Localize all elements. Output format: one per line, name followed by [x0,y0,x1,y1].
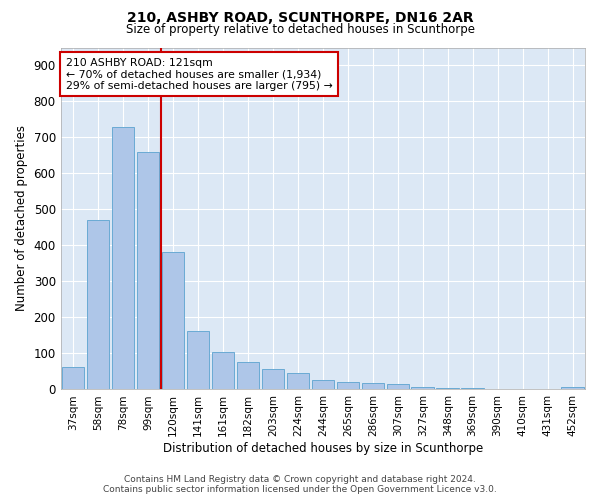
Bar [162,252,184,390]
Bar [386,384,409,390]
Bar [287,374,309,390]
Bar [236,362,259,390]
X-axis label: Distribution of detached houses by size in Scunthorpe: Distribution of detached houses by size … [163,442,483,455]
Bar [561,386,584,390]
Text: Size of property relative to detached houses in Scunthorpe: Size of property relative to detached ho… [125,22,475,36]
Bar [187,331,209,390]
Y-axis label: Number of detached properties: Number of detached properties [15,126,28,312]
Text: 210 ASHBY ROAD: 121sqm
← 70% of detached houses are smaller (1,934)
29% of semi-: 210 ASHBY ROAD: 121sqm ← 70% of detached… [66,58,332,91]
Bar [137,152,159,390]
Bar [87,220,109,390]
Bar [362,383,384,390]
Bar [112,128,134,390]
Text: Contains HM Land Registry data © Crown copyright and database right 2024.
Contai: Contains HM Land Registry data © Crown c… [103,474,497,494]
Bar [311,380,334,390]
Bar [461,388,484,390]
Bar [262,368,284,390]
Bar [436,388,459,390]
Text: 210, ASHBY ROAD, SCUNTHORPE, DN16 2AR: 210, ASHBY ROAD, SCUNTHORPE, DN16 2AR [127,11,473,25]
Bar [62,367,85,390]
Bar [212,352,234,390]
Bar [412,386,434,390]
Bar [337,382,359,390]
